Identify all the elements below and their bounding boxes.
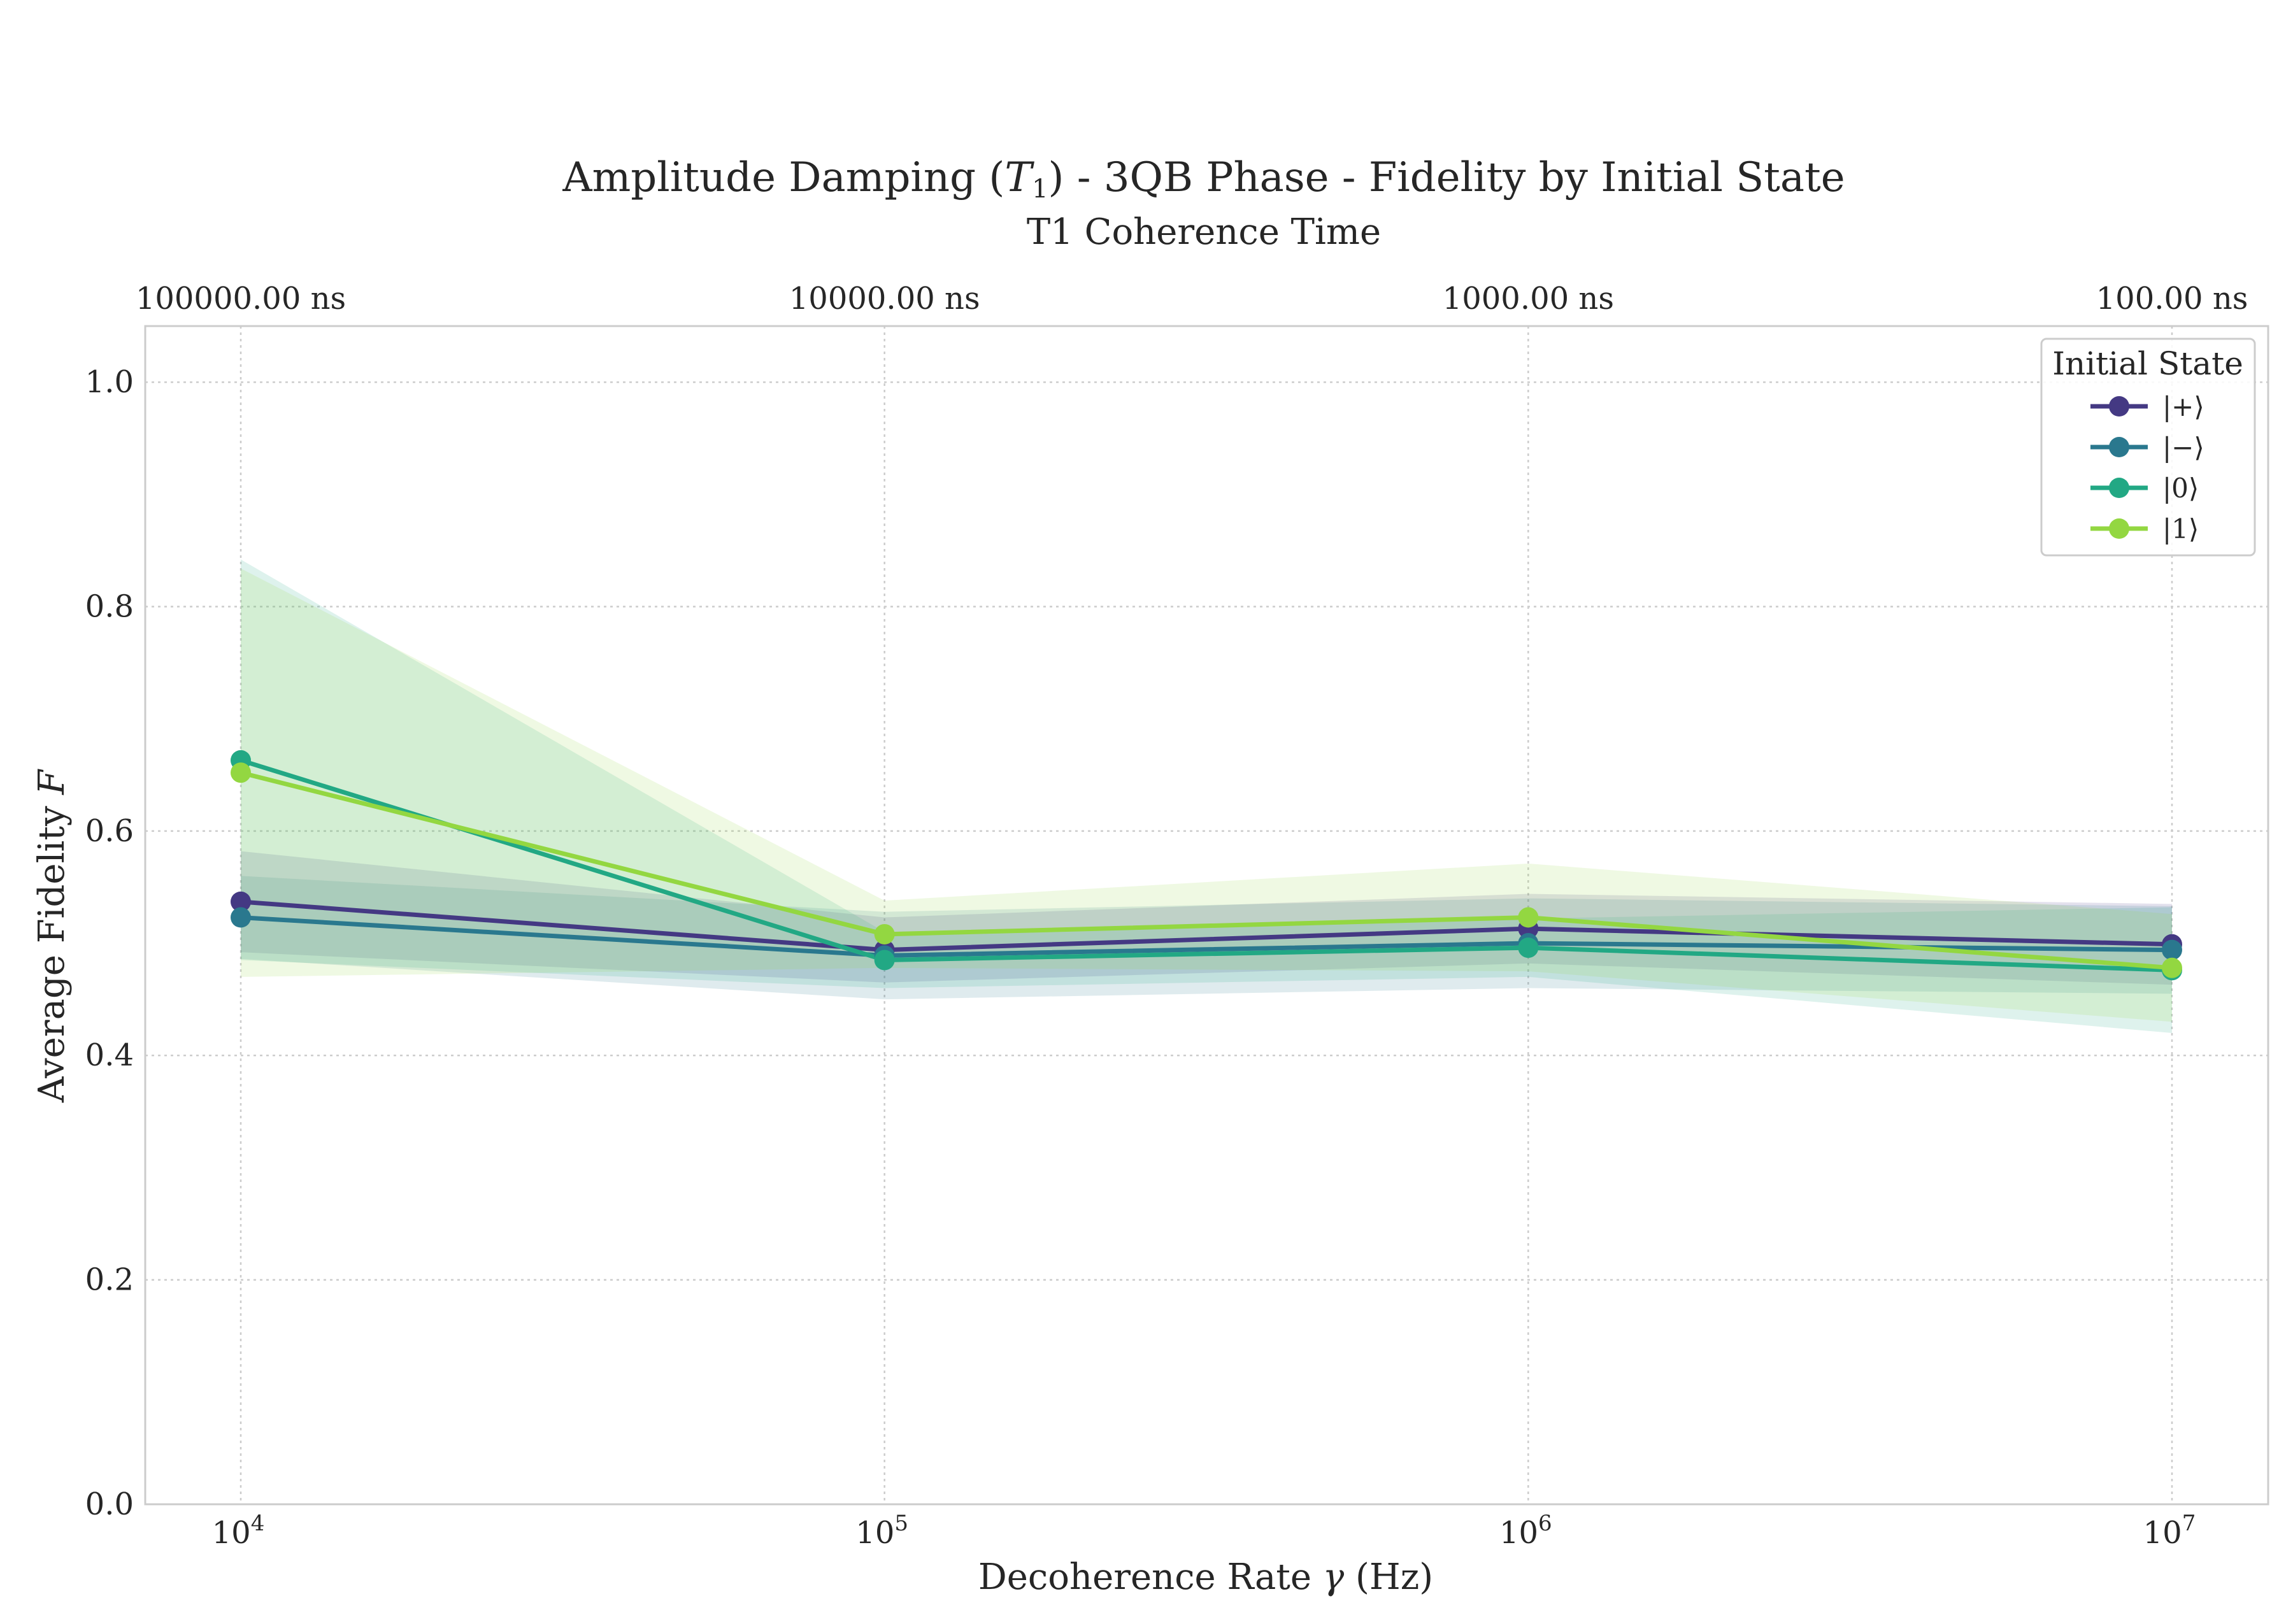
legend-box [2040, 338, 2256, 557]
x-tick-exponent: 6 [1538, 1511, 1552, 1536]
y-tick-label: 0.2 [85, 1262, 134, 1298]
data-point [231, 891, 251, 912]
chart-title-symbol: T [1004, 154, 1034, 201]
plot-frame [144, 325, 2269, 1506]
x-tick-base: 10 [212, 1515, 251, 1551]
chart-title-subscript: 1 [1032, 175, 1048, 204]
series-line [240, 770, 2173, 971]
chart-title-rest: ) - 3QB Phase - Fidelity by Initial Stat… [1048, 154, 1845, 201]
legend-label: |+⟩ [2162, 391, 2204, 422]
data-point [1518, 937, 1539, 958]
x-axis-label-main: Decoherence Rate [978, 1556, 1323, 1598]
x-tick-exponent: 7 [2182, 1511, 2196, 1536]
y-axis-label: Average Fidelity F [31, 769, 73, 1103]
x-axis-label: Decoherence Rate γ (Hz) [978, 1556, 1433, 1598]
legend-items: |+⟩ |−⟩ |0⟩ |1⟩ [2090, 391, 2204, 545]
chart-title-main: Amplitude Damping ( [562, 154, 1004, 201]
legend-marker [2109, 437, 2129, 457]
legend-label: |1⟩ [2162, 513, 2199, 545]
data-point [231, 762, 251, 783]
x-tick-exponent: 4 [251, 1511, 265, 1536]
data-point [2162, 939, 2182, 960]
chart-title: Amplitude Damping (T1) - 3QB Phase - Fid… [562, 154, 1845, 204]
x-tick-exponent: 5 [894, 1511, 908, 1536]
x-axis-label-symbol: γ [1323, 1556, 1345, 1598]
legend-marker [2109, 518, 2129, 539]
y-tick-label: 0.6 [85, 813, 134, 849]
legend-label: |−⟩ [2162, 432, 2204, 463]
y-tick-label: 0.0 [85, 1486, 134, 1522]
x-tick-base: 10 [2143, 1515, 2182, 1551]
x-axis-label-rest: (Hz) [1344, 1556, 1433, 1598]
legend-marker [2109, 396, 2129, 417]
data-point [874, 923, 895, 944]
top-tick-label: 10000.00 ns [789, 281, 980, 317]
data-point [874, 950, 895, 971]
x-tick-base: 10 [855, 1515, 894, 1551]
series-markers [231, 750, 2182, 981]
legend-label: |0⟩ [2162, 473, 2199, 504]
data-point [231, 907, 251, 928]
chart-subtitle: T1 Coherence Time [1027, 211, 1381, 253]
top-tick-label: 100000.00 ns [136, 281, 346, 317]
top-tick-label: 100.00 ns [2096, 281, 2248, 317]
legend-title: Initial State [2052, 345, 2243, 382]
x-tick-label: 106 [1499, 1511, 1552, 1551]
x-tick-label: 105 [855, 1511, 908, 1551]
legend-marker [2109, 478, 2129, 498]
data-point [2162, 957, 2182, 978]
series-line [240, 915, 2173, 958]
series-line [239, 758, 2173, 972]
series-lines [239, 758, 2173, 972]
x-tick-base: 10 [1499, 1515, 1538, 1551]
y-tick-label: 0.4 [85, 1037, 134, 1073]
top-tick-label: 1000.00 ns [1443, 281, 1614, 317]
grid-layer [145, 326, 2268, 1506]
y-tick-label: 1.0 [85, 364, 134, 400]
legend: Initial State |+⟩ |−⟩ |0⟩ |1⟩ [2040, 338, 2256, 557]
data-point [1518, 907, 1539, 928]
series-line [240, 899, 2173, 953]
y-tick-labels: 0.0 0.2 0.4 0.6 0.8 1.0 [85, 364, 134, 1522]
x-tick-label: 107 [2143, 1511, 2196, 1551]
confidence-band [241, 559, 2172, 1033]
x-tick-label: 104 [212, 1511, 265, 1551]
x-tick-labels: 104 105 106 107 [212, 1511, 2196, 1551]
y-axis-label-symbol: F [31, 769, 73, 795]
top-tick-labels: 100000.00 ns 10000.00 ns 1000.00 ns 100.00 … [136, 281, 2248, 317]
y-tick-label: 0.8 [85, 588, 134, 624]
y-axis-label-main: Average Fidelity [31, 795, 73, 1103]
